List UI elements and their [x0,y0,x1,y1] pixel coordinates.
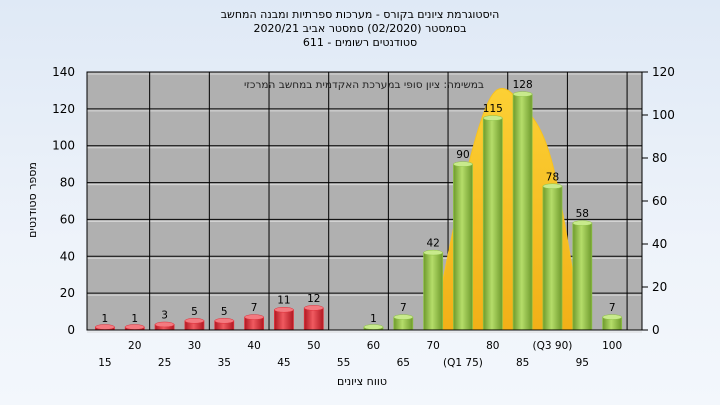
y-tick-right-100: 100 [652,108,675,122]
bar-cap-65 [393,314,414,320]
x-tick-lower-85: 85 [516,357,529,369]
bar-cap-15 [95,324,115,330]
x-tick-upper-40: 40 [247,340,260,352]
x-tick-lower-95: 95 [576,357,589,369]
bar-cap-100 [602,314,622,320]
data-label-100: 7 [609,302,616,314]
bar-85 [512,93,533,331]
x-tick-upper-50: 50 [307,340,320,352]
data-label-50: 12 [307,293,320,305]
data-label-60: 1 [370,313,377,325]
bar-cap-80 [483,115,503,121]
x-tick-lower-25: 25 [158,357,171,369]
x-tick-upper-100: 100 [602,340,622,352]
y-tick-left-100: 100 [52,139,75,153]
chart-title-line-3: 611 - סטודנטים רשומים [302,36,418,49]
x-tick-lower-35: 35 [218,357,231,369]
bar-95 [572,222,593,331]
x-tick-upper-80: 80 [486,340,499,352]
y-tick-right-120: 120 [652,65,675,79]
bar-90 [542,185,563,331]
y-tick-right-0: 0 [652,323,660,337]
y-tick-right-40: 40 [652,237,667,251]
data-label-90: 78 [546,171,559,183]
x-tick-upper-20: 20 [128,340,141,352]
y-tick-right-20: 20 [652,280,667,294]
y-tick-left-20: 20 [60,286,75,300]
data-label-15: 1 [102,313,109,325]
bar-cap-95 [572,220,593,226]
y-tick-left-0: 0 [67,323,75,337]
data-label-75: 90 [456,149,469,161]
x-tick-lower-55: 55 [337,357,350,369]
bar-cap-75 [453,161,473,167]
y-tick-right-80: 80 [652,151,667,165]
bar-cap-70 [423,249,443,256]
chart-title-line-1: היסטוגרמת ציונים בקורס - מערכות ספרתיות … [220,8,500,21]
bar-cap-85 [512,91,533,97]
y-tick-left-60: 60 [60,212,75,226]
y-axis-label: מספר סטודנטים [26,162,39,238]
data-label-20: 1 [131,313,138,325]
x-tick-lower-65: 65 [397,357,410,369]
data-label-70: 42 [426,238,439,250]
bar-45 [274,309,294,331]
bar-cap-20 [124,324,145,330]
bar-70 [423,252,444,331]
x-tick-upper-60: 60 [367,340,380,352]
bar-50 [303,307,324,331]
bar-cap-40 [244,314,264,320]
bar-80 [482,117,503,331]
data-label-65: 7 [400,302,407,314]
y-tick-left-120: 120 [52,102,75,116]
x-tick-upper-30: 30 [188,340,201,352]
chart-title-line-2: בסמסטר (02/2020) סמסטר אביב 2020/21 [253,22,467,35]
bar-75 [453,163,473,331]
y-tick-right-60: 60 [652,194,667,208]
x-tick-lower-75: (Q1 75) [443,357,483,369]
data-label-45: 11 [277,295,290,307]
data-label-95: 58 [576,208,589,220]
data-label-35: 5 [221,306,228,318]
data-label-85: 128 [513,79,533,91]
data-label-30: 5 [191,306,198,318]
x-axis-label: טווח ציונים [337,375,387,388]
x-tick-lower-15: 15 [98,357,111,369]
data-label-25: 3 [161,309,168,321]
bar-cap-25 [154,321,175,328]
x-tick-upper-70: 70 [426,340,439,352]
y-tick-left-140: 140 [52,65,75,79]
bar-cap-50 [304,305,324,311]
chart-annotation: במשימה: ציון סופי במערכת האקדמית במחשב ה… [244,79,484,91]
x-tick-lower-45: 45 [277,357,290,369]
chart-title: היסטוגרמת ציונים בקורס - מערכות ספרתיות … [0,8,720,50]
data-label-80: 115 [483,103,503,115]
bar-cap-90 [542,183,563,190]
bar-cap-45 [274,306,294,313]
bar-cap-30 [184,318,205,324]
bar-cap-35 [214,318,235,324]
bar-cap-60 [363,324,384,330]
y-tick-left-40: 40 [60,249,75,263]
data-label-40: 7 [251,302,258,314]
y-tick-left-80: 80 [60,176,75,190]
x-tick-upper-90: (Q3 90) [533,340,573,352]
